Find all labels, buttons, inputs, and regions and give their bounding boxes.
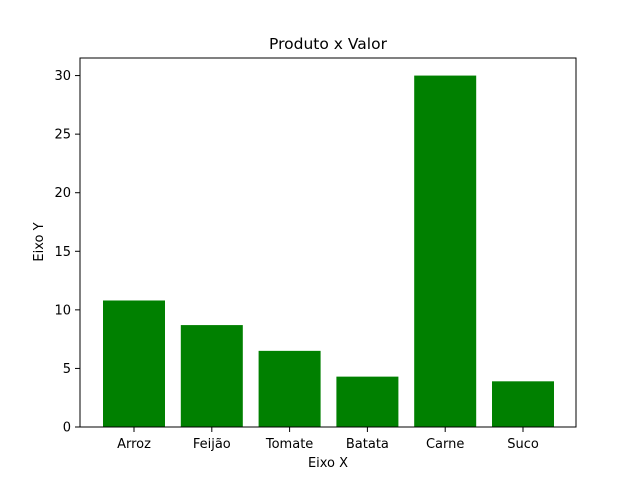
x-tick-label-2: Tomate xyxy=(265,437,313,452)
bar-2 xyxy=(258,350,321,427)
chart-title: Produto x Valor xyxy=(269,35,388,53)
x-tick-label-4: Carne xyxy=(426,437,464,452)
y-tick-label-0: 0 xyxy=(63,421,71,436)
y-tick-label-3: 15 xyxy=(54,245,71,260)
y-tick-label-1: 5 xyxy=(63,362,71,377)
y-ticks-group: 0 5 10 15 20 25 30 xyxy=(54,69,80,436)
bar-4 xyxy=(414,75,477,428)
x-tick-label-0: Arroz xyxy=(117,437,151,452)
y-tick-label-2: 10 xyxy=(54,303,71,318)
x-axis-label: Eixo X xyxy=(308,456,348,471)
x-tick-label-5: Suco xyxy=(507,437,539,452)
y-tick-label-6: 30 xyxy=(54,69,71,84)
bar-0 xyxy=(103,300,165,427)
bars-group xyxy=(103,75,554,428)
x-tick-label-3: Batata xyxy=(346,437,389,452)
x-tick-label-1: Feijão xyxy=(193,437,231,452)
bar-5 xyxy=(492,381,554,427)
plot-frame xyxy=(79,57,577,428)
y-axis-label: Eixo Y xyxy=(32,222,47,261)
bar-1 xyxy=(180,325,243,427)
y-tick-label-5: 25 xyxy=(54,128,71,143)
bar-3 xyxy=(336,376,399,427)
x-ticks-group: Arroz Feijão Tomate Batata Carne Suco xyxy=(117,427,539,452)
y-tick-label-4: 20 xyxy=(54,186,71,201)
